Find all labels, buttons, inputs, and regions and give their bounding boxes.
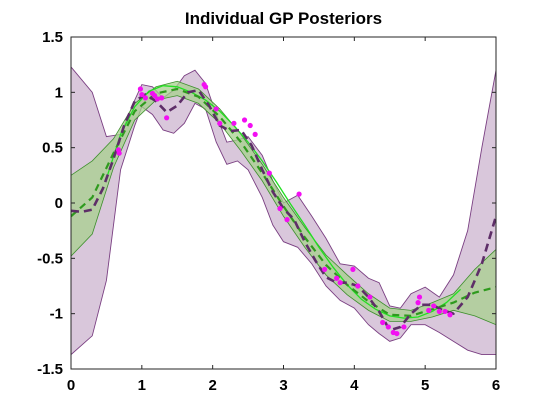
wide-posterior-mean-line <box>71 88 496 332</box>
true-function-line <box>105 85 462 319</box>
observation-point <box>380 319 386 326</box>
observation-point <box>442 308 448 315</box>
y-tick-label: -0.5 <box>37 250 63 267</box>
observation-point <box>116 150 122 156</box>
observation-point <box>334 275 340 281</box>
observation-point <box>447 312 453 318</box>
observation-point <box>321 266 328 272</box>
observation-point <box>277 205 283 212</box>
chart-title: Individual GP Posteriors <box>185 9 382 28</box>
observation-point <box>241 117 248 123</box>
observation-point <box>213 106 219 112</box>
observation-point <box>355 283 361 289</box>
plot-content <box>71 66 496 356</box>
observation-point <box>202 84 209 90</box>
observation-point <box>385 324 391 330</box>
observation-point <box>436 308 442 315</box>
observation-point <box>231 120 237 126</box>
y-tick-label: 0 <box>55 195 63 212</box>
observation-point <box>401 324 407 330</box>
observation-point <box>337 280 343 286</box>
x-tick-label: 2 <box>208 377 216 394</box>
narrow-confidence-band <box>71 80 496 326</box>
observation-point <box>367 294 373 300</box>
observation-point <box>394 330 400 337</box>
observation-point <box>416 294 423 300</box>
x-tick-label: 5 <box>421 377 429 394</box>
y-tick-label: 0.5 <box>42 140 63 157</box>
observation-point <box>252 131 258 137</box>
y-tick-label: 1 <box>55 84 63 101</box>
observation-point <box>350 266 356 272</box>
y-tick-label: 1.5 <box>42 29 63 46</box>
observation-point <box>266 170 272 176</box>
observation-point <box>415 300 421 306</box>
axes: 0 1 2 3 4 5 6 1.5 1 0.5 0 -0.5 -1 -1.5 <box>37 29 500 394</box>
x-tick-label: 0 <box>67 377 75 394</box>
x-tick-label: 4 <box>350 377 359 394</box>
observation-point <box>139 91 145 98</box>
y-tick-label: -1 <box>50 306 63 323</box>
x-tick-label: 1 <box>138 377 146 394</box>
observation-point <box>431 303 437 309</box>
observation-point <box>247 122 253 129</box>
observation-point <box>159 95 165 101</box>
narrow-posterior-mean-line <box>71 87 496 317</box>
observation-point <box>142 95 148 101</box>
observation-point <box>137 86 144 92</box>
observation-point <box>426 307 432 313</box>
observation-point <box>217 120 223 126</box>
observation-point <box>284 217 290 223</box>
y-tick-label: -1.5 <box>37 361 63 378</box>
x-tick-label: 3 <box>279 377 287 394</box>
observation-point <box>154 96 161 102</box>
x-tick-label: 6 <box>492 377 500 394</box>
observation-point <box>164 115 170 121</box>
observation-point <box>296 191 302 197</box>
